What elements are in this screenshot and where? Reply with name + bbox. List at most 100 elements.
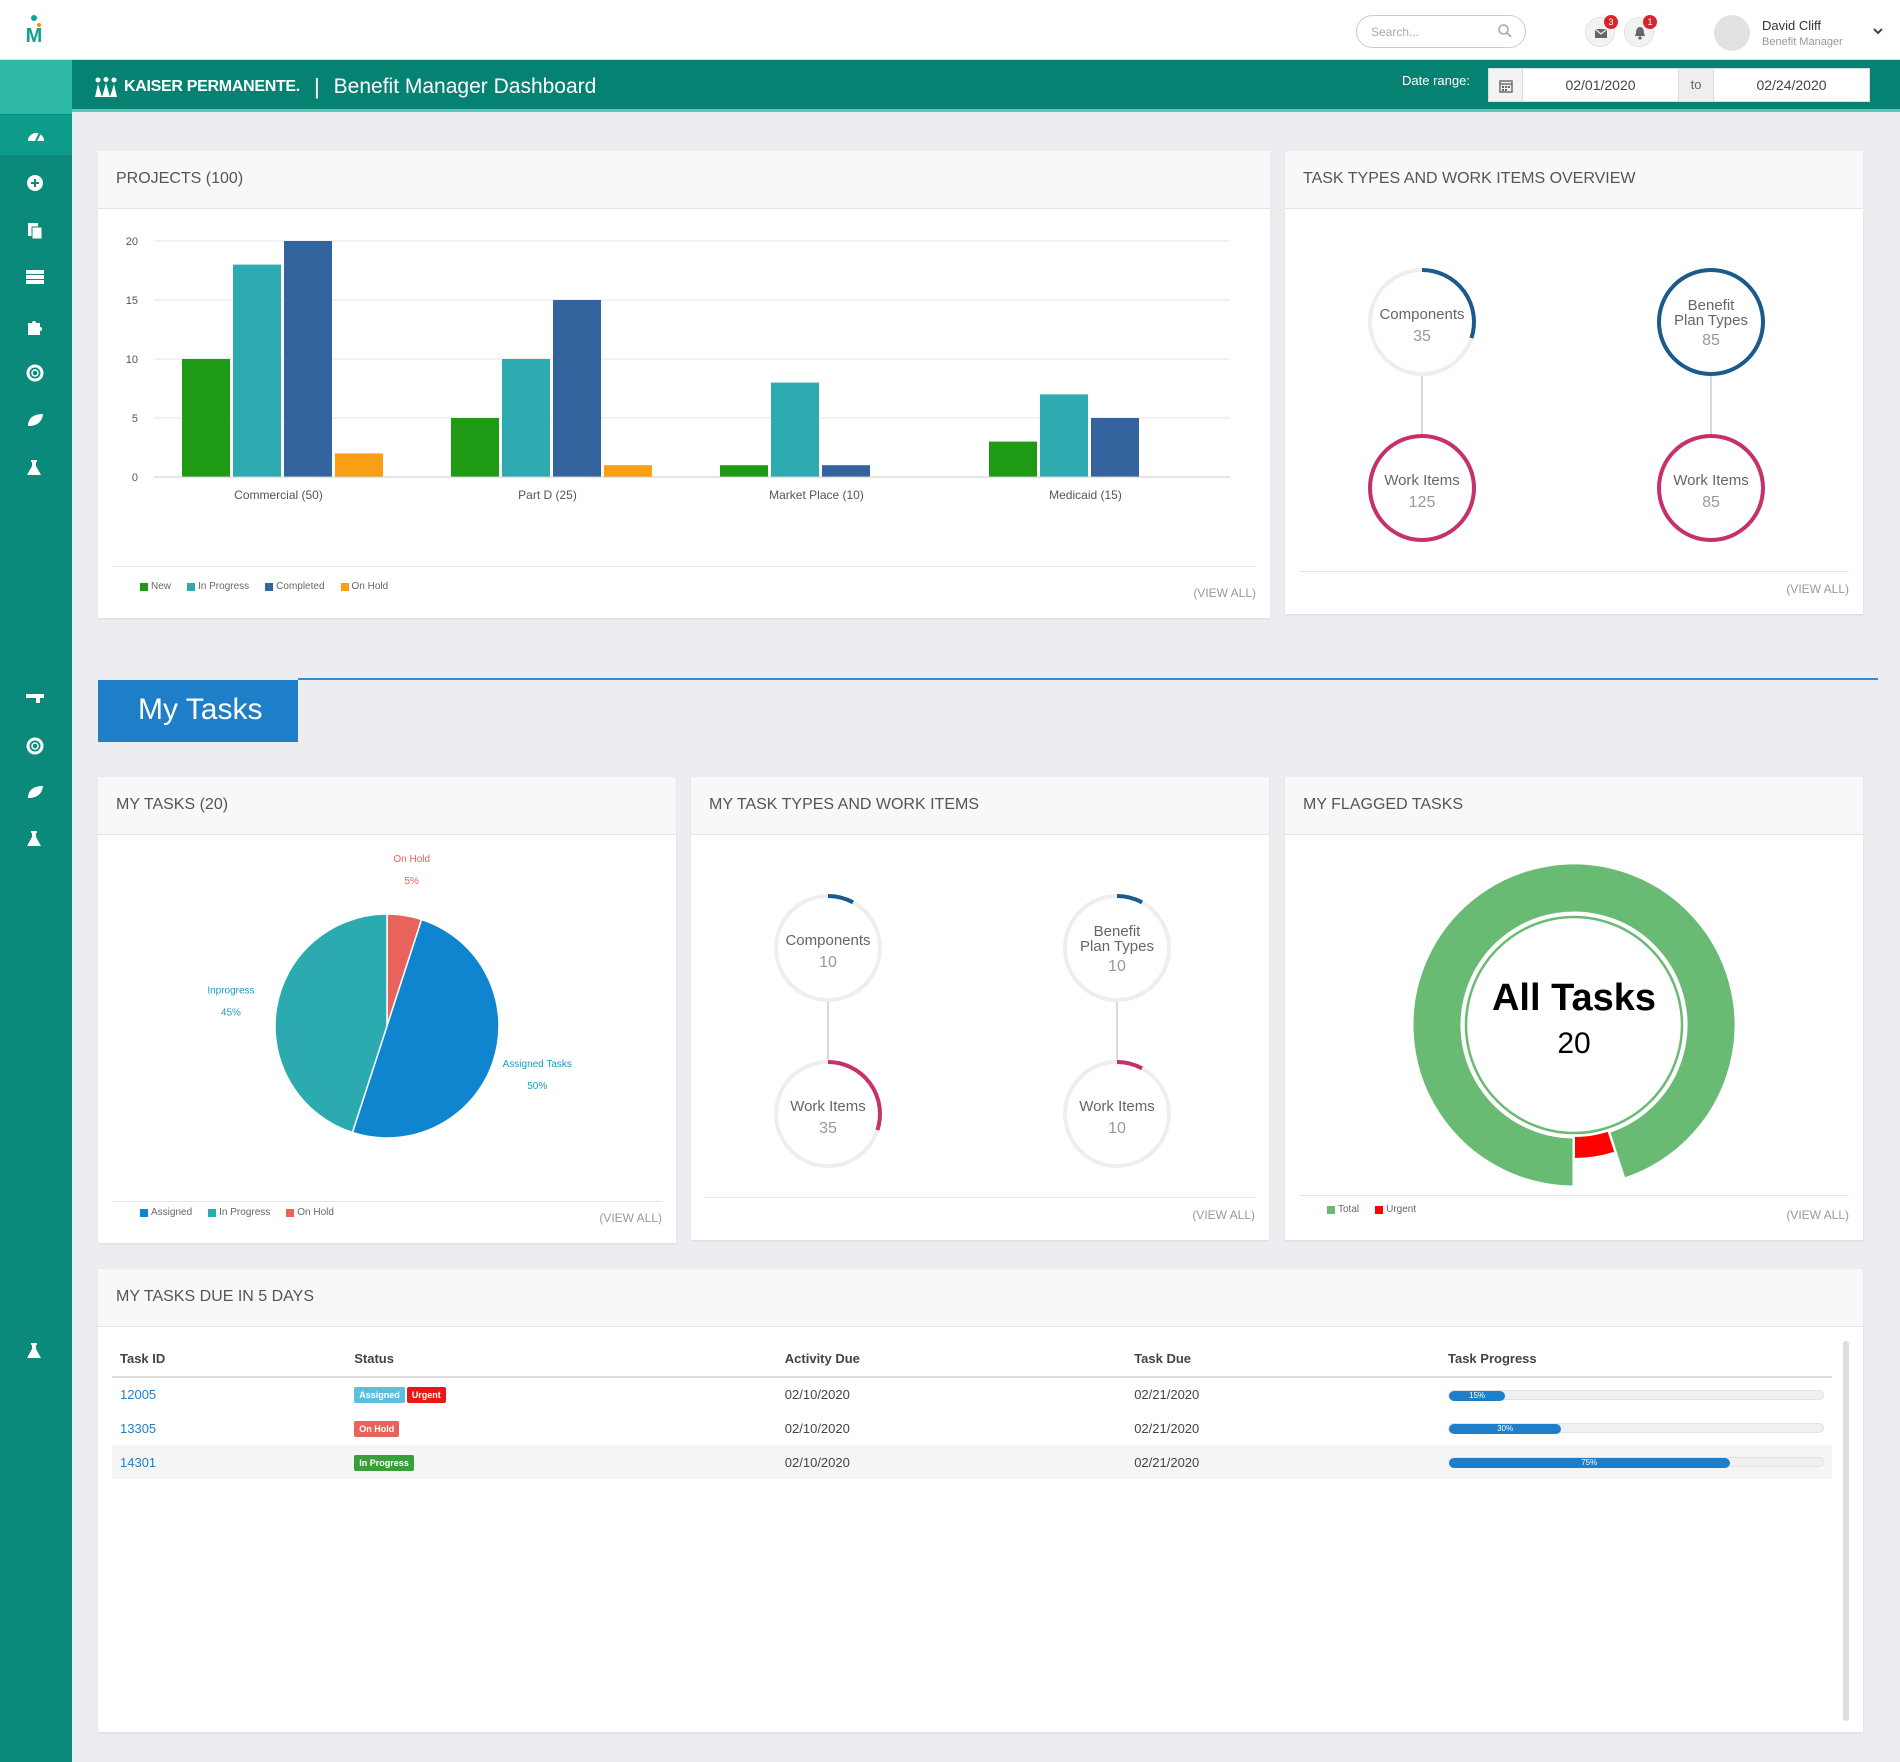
sidebar-item-list[interactable] [0,257,72,297]
node-value: 125 [1409,494,1436,511]
status-badge: In Progress [354,1454,414,1471]
legend-item[interactable]: Completed [265,581,325,592]
sidebar-item-support-2[interactable] [0,725,72,765]
bar [182,359,230,477]
legend-item[interactable]: In Progress [187,581,249,592]
my-tasks-pie-chart: On Hold 5% Assigned Tasks 50% Inprogress 45% [207,854,572,1139]
col-task-id[interactable]: Task ID [112,1341,347,1378]
node-label: Work Items [1673,472,1749,489]
search-placeholder: Search... [1371,25,1420,39]
my-types-title: MY TASK TYPES AND WORK ITEMS [691,777,1269,835]
bar [1091,418,1139,477]
progress-cell: 30% [1440,1411,1832,1445]
task-id-link[interactable]: 14301 [112,1445,347,1479]
table-row[interactable]: 14301 In Progress 02/10/2020 02/21/2020 … [112,1445,1832,1479]
legend-item[interactable]: New [140,581,171,592]
my-tasks-view-all-link[interactable]: (VIEW ALL) [599,1211,662,1225]
col-activity-due[interactable]: Activity Due [776,1341,1127,1378]
task-id-link[interactable]: 13305 [120,1420,157,1436]
overview-view-all-link[interactable]: (VIEW ALL) [1786,582,1849,596]
sidebar-item-lab-3[interactable] [0,1330,72,1370]
notifications-button[interactable]: 1 [1624,15,1657,47]
node-label: Work Items [1384,472,1460,489]
my-tasks-title: MY TASKS (20) [98,777,676,835]
gun-icon [26,694,44,703]
table-row[interactable]: 12005 Assigned Urgent 02/10/2020 02/21/20… [112,1377,1832,1411]
progress-fill: 75% [1449,1458,1730,1468]
node-value: 35 [1413,328,1431,345]
node-label: Plan Types [1080,938,1154,955]
x-tick-label: Medicaid (15) [1049,488,1122,502]
status-cell: Assigned Urgent [346,1377,777,1411]
legend-item[interactable]: Assigned [140,1207,192,1218]
y-tick-label: 15 [126,295,138,307]
legend-item[interactable]: Urgent [1375,1204,1416,1215]
my-types-view-all-link[interactable]: (VIEW ALL) [1192,1208,1255,1222]
calendar-button[interactable] [1489,69,1523,101]
sidebar-item-leaf[interactable] [0,400,72,440]
activity-due-cell: 02/10/2020 [784,1420,850,1436]
sidebar-item-tools[interactable] [0,680,72,720]
table-header-row: Task ID Status Activity Due Task Due Tas… [112,1341,1832,1378]
date-to-input[interactable]: 02/24/2020 [1756,77,1827,93]
node-value: 35 [819,1120,837,1137]
bar [502,359,550,477]
node-value: 85 [1702,494,1720,511]
search-input[interactable]: Search... [1356,15,1526,48]
legend-label: Urgent [1386,1204,1417,1215]
leaf-icon [28,414,43,426]
legend-item[interactable]: On Hold [340,581,389,592]
legend-item[interactable]: In Progress [208,1207,270,1218]
x-tick-label: Market Place (10) [769,488,864,502]
list-icon [26,270,44,284]
sidebar-item-leaf-2[interactable] [0,772,72,812]
flask-icon [27,460,41,475]
node-progress-arc [1657,434,1765,542]
node-label: Benefit [1688,297,1736,314]
legend-item[interactable]: On Hold [286,1207,334,1218]
avatar[interactable] [1714,15,1750,51]
my-tasks-heading: My Tasks [98,680,298,742]
node-label: Work Items [1079,1098,1155,1115]
bar [553,300,601,477]
my-tasks-legend: Assigned In Progress On Hold [140,1207,334,1218]
col-status[interactable]: Status [346,1341,777,1378]
flagged-title: MY FLAGGED TASKS [1285,777,1863,835]
progress-fill: 30% [1449,1424,1562,1434]
col-task-due[interactable]: Task Due [1126,1341,1440,1378]
legend-label: On Hold [351,581,389,592]
flagged-panel: MY FLAGGED TASKS All Tasks 20 Total Urgen… [1285,777,1863,1240]
projects-view-all-link[interactable]: (VIEW ALL) [1193,586,1256,600]
sidebar-item-dashboard[interactable] [0,115,72,155]
x-tick-label: Commercial (50) [234,488,323,502]
mail-button[interactable]: 3 [1585,15,1618,47]
search-icon[interactable] [1497,23,1513,39]
y-tick-label: 20 [126,236,138,248]
sidebar-item-add[interactable] [0,162,72,202]
table-scrollbar[interactable] [1843,1341,1849,1721]
flagged-view-all-link[interactable]: (VIEW ALL) [1786,1208,1849,1222]
app-logo[interactable]: M [22,14,46,46]
chevron-down-icon[interactable] [1872,26,1884,36]
sidebar-item-components[interactable] [0,305,72,345]
sidebar-item-lab-2[interactable] [0,818,72,858]
legend-item[interactable]: Total [1327,1204,1359,1215]
pie-label: Assigned Tasks [503,1059,572,1070]
bell-icon [1635,27,1645,40]
user-name[interactable]: David Cliff [1762,18,1822,33]
col-task-progress[interactable]: Task Progress [1440,1341,1832,1378]
pie-label: Inprogress [207,985,254,996]
table-row[interactable]: 13305 On Hold 02/10/2020 02/21/2020 30% [112,1411,1832,1445]
bar [233,264,281,477]
sidebar-item-support[interactable] [0,352,72,392]
task-id-link[interactable]: 12005 [120,1387,157,1402]
date-from-input[interactable]: 02/01/2020 [1565,77,1636,93]
progress-fill: 15% [1449,1390,1506,1401]
flagged-center-title: All Tasks [1491,977,1657,1019]
projects-title: PROJECTS (100) [98,151,1270,209]
sidebar-item-lab[interactable] [0,447,72,487]
sidebar-header [0,60,72,114]
node-value: 10 [819,954,837,971]
sidebar-item-documents[interactable] [0,210,72,250]
